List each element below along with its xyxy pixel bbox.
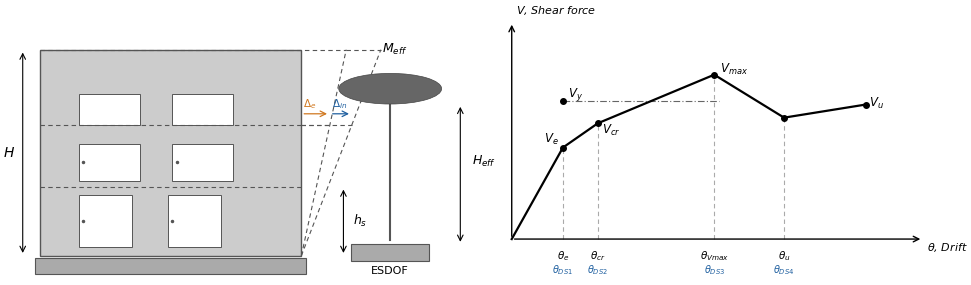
Text: ESDOF: ESDOF: [371, 266, 409, 276]
Text: $V_{cr}$: $V_{cr}$: [602, 123, 619, 138]
Text: $h_s$: $h_s$: [352, 213, 367, 229]
Text: $V_e$: $V_e$: [544, 132, 558, 146]
Text: $V_u$: $V_u$: [869, 96, 885, 111]
Bar: [172, 94, 233, 125]
Text: $\theta$, Drift: $\theta$, Drift: [927, 241, 968, 254]
Text: $\theta_{DS3}$: $\theta_{DS3}$: [704, 264, 725, 277]
Bar: [79, 94, 140, 125]
Text: $\Delta_{in}$: $\Delta_{in}$: [332, 97, 347, 111]
Text: $V$, Shear force: $V$, Shear force: [517, 4, 597, 17]
Bar: [172, 144, 233, 181]
Text: $\theta_u$: $\theta_u$: [778, 250, 790, 263]
Text: $H_{eff}$: $H_{eff}$: [472, 154, 495, 169]
Bar: [168, 194, 221, 247]
Text: $\theta_{DS2}$: $\theta_{DS2}$: [587, 264, 609, 277]
Text: $H$: $H$: [3, 146, 15, 160]
Text: $\theta_{DS1}$: $\theta_{DS1}$: [552, 264, 574, 277]
Bar: [351, 244, 429, 261]
Text: $V_{max}$: $V_{max}$: [720, 62, 748, 77]
Text: $\theta_{Vmax}$: $\theta_{Vmax}$: [700, 250, 729, 263]
Circle shape: [339, 74, 442, 104]
Bar: [79, 194, 132, 247]
Bar: [40, 50, 301, 256]
Text: $\theta_e$: $\theta_e$: [556, 250, 569, 263]
Text: $M_{eff}$: $M_{eff}$: [383, 42, 408, 57]
Bar: [35, 258, 306, 274]
Text: $V_y$: $V_y$: [568, 86, 583, 103]
Text: $\theta_{DS4}$: $\theta_{DS4}$: [773, 264, 795, 277]
Bar: [79, 144, 140, 181]
Text: $\theta_{cr}$: $\theta_{cr}$: [590, 250, 606, 263]
Text: $\Delta_e$: $\Delta_e$: [303, 97, 317, 111]
